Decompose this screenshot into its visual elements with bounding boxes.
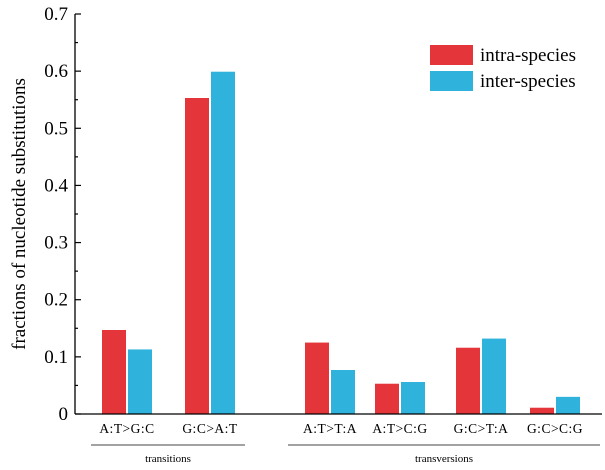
legend-label: intra-species	[480, 45, 576, 66]
legend-swatch	[430, 71, 473, 91]
bar-intra-5	[530, 407, 554, 414]
bar-intra-4	[456, 347, 480, 414]
bars-layer	[102, 71, 580, 414]
y-axis-label: fractions of nucleotide substitutions	[9, 78, 30, 350]
y-ticks: 0 0.1 0.2 0.3 0.4 0.5 0.6 0.7	[44, 4, 81, 425]
category-label: A:T>C:G	[372, 421, 427, 436]
bar-inter-3	[401, 382, 425, 414]
y-tick-label: 0.5	[44, 118, 68, 139]
bar-intra-1	[185, 98, 209, 414]
y-tick-label: 0.7	[44, 4, 68, 25]
legend-swatch	[430, 45, 473, 65]
bar-intra-2	[305, 342, 329, 414]
category-label: G:C>C:G	[527, 421, 583, 436]
bar-inter-5	[556, 396, 580, 414]
bar-inter-0	[128, 349, 152, 414]
y-tick-label: 0.6	[44, 61, 68, 82]
y-tick-label: 0	[59, 404, 69, 425]
bar-inter-4	[482, 338, 506, 414]
bar-inter-2	[331, 370, 355, 414]
category-labels: A:T>G:C G:C>A:T A:T>T:A A:T>C:G G:C>T:A G:C>C…	[99, 421, 583, 436]
group-label: transitions	[145, 453, 191, 465]
group-label: transversions	[415, 453, 473, 465]
bar-inter-1	[211, 71, 235, 414]
category-label: A:T>G:C	[99, 421, 154, 436]
category-label: A:T>T:A	[303, 421, 357, 436]
bar-intra-0	[102, 330, 126, 414]
category-label: G:C>A:T	[182, 421, 238, 436]
bar-intra-3	[375, 383, 399, 414]
y-tick-label: 0.1	[44, 347, 68, 368]
y-tick-label: 0.2	[44, 290, 68, 311]
category-groups: transitions transversions	[91, 444, 600, 465]
category-label: G:C>T:A	[454, 421, 509, 436]
legend-label: inter-species	[480, 71, 576, 92]
legend: intra-species inter-species	[430, 45, 576, 92]
y-tick-label: 0.3	[44, 233, 68, 254]
y-tick-label: 0.4	[44, 175, 68, 196]
